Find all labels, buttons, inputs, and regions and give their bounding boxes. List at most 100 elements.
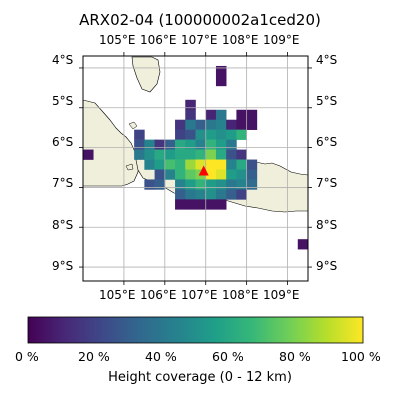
- coverage-cells: [83, 65, 308, 250]
- coverage-cell-65: [236, 169, 247, 180]
- coverage-cell-59: [175, 169, 186, 180]
- coverage-cell-9: [185, 119, 196, 130]
- coverage-cell-3: [185, 109, 196, 121]
- coverage-cell-48: [164, 159, 176, 170]
- coverage-cell-75: [236, 179, 247, 190]
- coverage-cell-39: [175, 149, 186, 160]
- coverage-cell-40: [185, 149, 196, 160]
- map-area: [83, 56, 308, 281]
- coverage-cell-6: [236, 109, 247, 121]
- coverage-cell-51: [195, 159, 207, 170]
- lat-tick-right-4s: 4°S: [316, 53, 338, 67]
- coverage-cell-19: [195, 129, 207, 140]
- coverage-cell-86: [195, 199, 207, 210]
- coverage-cell-46: [144, 159, 155, 170]
- coverage-cell-87: [205, 199, 217, 210]
- coverage-cell-35: [134, 149, 145, 160]
- coverage-cell-89: [297, 239, 308, 250]
- coverage-cell-70: [185, 179, 196, 190]
- coverage-cell-37: [154, 149, 166, 160]
- coverage-cell-85: [185, 199, 196, 210]
- coverage-cell-20: [205, 129, 217, 140]
- coverage-cell-28: [175, 139, 186, 150]
- lat-tick-left-5s: 5°S: [52, 94, 74, 108]
- colorbar-tick-20: 20 %: [78, 349, 110, 364]
- coverage-cell-33: [226, 139, 237, 150]
- coverage-cell-72: [205, 179, 217, 190]
- coverage-cell-2: [185, 99, 196, 111]
- lat-tick-right-5s: 5°S: [316, 94, 338, 108]
- coverage-cell-23: [236, 129, 247, 140]
- coverage-cell-41: [195, 149, 207, 160]
- coverage-cell-0: [215, 65, 227, 77]
- coverage-cell-58: [164, 169, 176, 180]
- coverage-cell-21: [215, 129, 227, 140]
- coverage-cell-62: [205, 169, 217, 180]
- coverage-cell-81: [215, 189, 227, 200]
- colorbar-tick-100: 100 %: [341, 349, 381, 364]
- coverage-cell-12: [215, 119, 227, 130]
- coverage-cell-83: [236, 189, 247, 200]
- coverage-cell-52: [205, 159, 217, 170]
- lon-tick-top-105: 105°E: [99, 33, 136, 47]
- coverage-cell-44: [226, 149, 237, 160]
- coverage-cell-47: [154, 159, 166, 170]
- coverage-cell-14: [236, 119, 247, 130]
- coverage-cell-38: [164, 149, 176, 160]
- land-krakatoa: [125, 163, 134, 171]
- lon-tick-bottom-106: 106°E: [140, 288, 177, 302]
- coverage-cell-88: [215, 199, 227, 210]
- coverage-cell-56: [246, 159, 258, 170]
- coverage-cell-13: [226, 119, 237, 130]
- coverage-cell-24: [134, 139, 145, 150]
- coverage-cell-8: [175, 119, 186, 130]
- coverage-cell-77: [175, 189, 186, 200]
- coverage-cell-30: [195, 139, 207, 150]
- chart-title: ARX02-04 (100000002a1ced20): [79, 11, 321, 29]
- coverage-cell-34: [83, 149, 94, 160]
- coverage-cell-32: [215, 139, 227, 150]
- coverage-cell-27: [164, 139, 176, 150]
- coverage-cell-50: [185, 159, 196, 170]
- coverage-cell-54: [226, 159, 237, 170]
- coverage-cell-57: [154, 169, 166, 180]
- coverage-cell-5: [215, 109, 227, 121]
- lon-tick-bottom-107: 107°E: [181, 288, 218, 302]
- colorbar-tick-80: 80 %: [279, 349, 311, 364]
- coverage-cell-80: [205, 189, 217, 200]
- lat-tick-left-8s: 8°S: [52, 218, 74, 232]
- coverage-cell-79: [195, 189, 207, 200]
- coverage-cell-29: [185, 139, 196, 150]
- coverage-cell-4: [205, 109, 217, 121]
- colorbar: [27, 316, 364, 344]
- lon-tick-top-106: 106°E: [140, 33, 177, 47]
- lon-tick-top-107: 107°E: [181, 33, 218, 47]
- coverage-cell-7: [246, 109, 258, 121]
- coverage-cell-31: [205, 139, 217, 150]
- coverage-cell-1: [215, 75, 227, 87]
- coverage-cell-11: [205, 119, 217, 130]
- coverage-cell-43: [215, 149, 227, 160]
- coverage-cell-16: [134, 129, 145, 140]
- lat-tick-left-9s: 9°S: [52, 259, 74, 273]
- coverage-cell-73: [215, 179, 227, 190]
- coverage-cell-17: [175, 129, 186, 140]
- land-thousand-islands: [128, 121, 138, 130]
- station-marker[interactable]: [198, 165, 209, 176]
- coverage-cell-74: [226, 179, 237, 190]
- coverage-cell-63: [215, 169, 227, 180]
- coverage-cell-26: [154, 139, 166, 150]
- lat-tick-right-8s: 8°S: [316, 218, 338, 232]
- colorbar-tick-0: 0 %: [15, 349, 39, 364]
- coverage-cell-53: [215, 159, 227, 170]
- lat-tick-left-7s: 7°S: [52, 176, 74, 190]
- coverage-cell-64: [226, 169, 237, 180]
- lon-tick-bottom-109: 109°E: [263, 288, 300, 302]
- gridlines: [83, 56, 308, 281]
- coverage-cell-18: [185, 129, 196, 140]
- coverage-cell-66: [246, 169, 258, 180]
- lon-tick-bottom-108: 108°E: [222, 288, 259, 302]
- coverage-cell-67: [144, 179, 155, 190]
- lat-tick-left-6s: 6°S: [52, 135, 74, 149]
